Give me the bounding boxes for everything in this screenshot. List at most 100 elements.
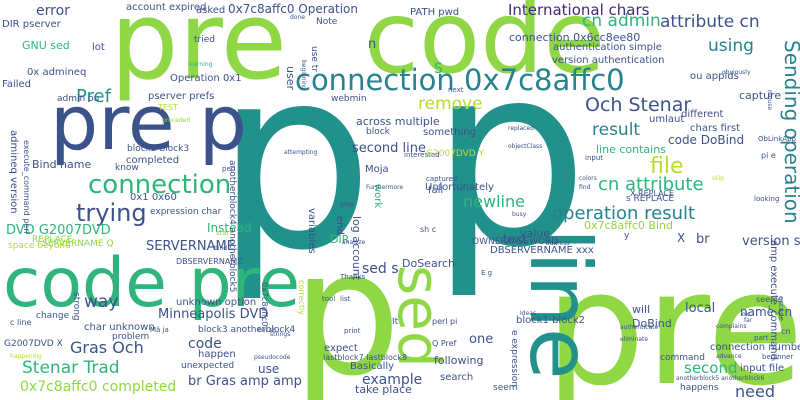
word: International chars (508, 1, 650, 19)
word: advance (716, 353, 742, 360)
word: ObLinkApp (758, 135, 796, 143)
word: pseudocode (254, 354, 291, 361)
word: ou appids (690, 71, 739, 82)
word: second (684, 359, 738, 377)
word: problem (112, 332, 150, 342)
word: DIR (330, 233, 350, 246)
word: execute_command perl (22, 140, 31, 234)
word: sed s (362, 261, 399, 277)
word: list (340, 295, 351, 303)
word: Basically (350, 361, 395, 372)
word: connection 0x7c8affc0 (295, 63, 625, 97)
word: take place (355, 383, 412, 396)
word: print (344, 327, 361, 335)
word: OWNERPASSWORD (472, 237, 559, 247)
word: e expression (509, 330, 519, 387)
word: file (650, 154, 684, 179)
word: far (744, 317, 753, 324)
word: code (364, 0, 606, 96)
word: skip (712, 175, 725, 182)
word: use (258, 362, 280, 376)
word: Sending operation (780, 40, 800, 224)
word: It (392, 317, 399, 327)
word: happen (198, 349, 236, 360)
word: code (188, 336, 222, 352)
word: value (520, 227, 551, 240)
word: beginning (300, 60, 307, 90)
word: 0x7c8affc0 completed (20, 379, 177, 395)
word: connection number (710, 342, 800, 353)
word: p (430, 11, 589, 302)
word: preceded (162, 117, 191, 124)
word: remove (418, 94, 483, 114)
word: use tr (309, 46, 319, 73)
word: Thanks (340, 273, 366, 281)
word: Stenar Trad (22, 358, 120, 378)
word: following (434, 354, 484, 367)
word: name cn (740, 305, 793, 319)
word: expression char (150, 207, 222, 217)
word: fail (428, 185, 444, 196)
word: REPLACE (32, 235, 73, 245)
word: find (579, 184, 591, 191)
word: busy (512, 211, 527, 218)
word: n (368, 37, 377, 52)
word: text (503, 232, 527, 246)
word: Failed (2, 79, 32, 90)
word: replaced (508, 125, 534, 132)
word: Moja (365, 164, 389, 175)
word: analyze (342, 239, 366, 246)
word: lastblock7 lastblock8 (323, 353, 408, 362)
word: complains (716, 323, 747, 330)
word: S (434, 61, 443, 77)
word: y (624, 231, 630, 241)
word: cn admin (582, 11, 661, 31)
word: account expired (126, 2, 207, 13)
word: Pref (76, 86, 111, 107)
word: using (708, 36, 754, 56)
word: admineq version (8, 130, 19, 214)
word: done (290, 14, 305, 21)
word: tried (194, 35, 215, 45)
word: error (36, 3, 70, 19)
word: captured (426, 175, 458, 183)
word: something (423, 127, 476, 138)
word: command (660, 353, 705, 363)
word: Och Stenar (585, 94, 692, 116)
word: authenticate (620, 324, 659, 331)
word: mouse (766, 90, 773, 111)
word: DVD G2007DVD (6, 223, 111, 238)
word: operation result (552, 203, 696, 224)
word: one (469, 332, 494, 347)
word: unexpected (181, 361, 235, 371)
word: block3 anotherblock4 (198, 325, 296, 335)
word: 0x admineq (27, 67, 87, 78)
word: X (677, 231, 686, 245)
word: GNU sed (22, 39, 70, 52)
word: G2007DVD Y (426, 149, 485, 159)
word: connection 0x6cc8ee80 (509, 31, 641, 44)
word: chars first (690, 123, 741, 134)
word: sh c (420, 225, 437, 234)
word: trying (76, 199, 147, 227)
word: block (366, 127, 390, 137)
word: happens (680, 383, 719, 393)
word: happening (10, 353, 42, 360)
word: looking (754, 195, 780, 203)
word: seems (756, 295, 782, 304)
word: pre p (50, 78, 247, 167)
word: different (681, 109, 724, 120)
word: tool (322, 295, 336, 303)
word: Unfortunately (425, 182, 494, 193)
word: across multiple (356, 115, 440, 128)
word: beginner (762, 353, 794, 361)
word: p (292, 213, 402, 400)
word: next (448, 86, 464, 94)
word: seem (493, 383, 518, 393)
word: code pre (3, 244, 301, 323)
word: strings (270, 331, 291, 338)
word: end (334, 216, 345, 235)
word: eliminate (620, 336, 649, 343)
word: admin ou (57, 94, 100, 104)
word: bind (214, 245, 228, 252)
